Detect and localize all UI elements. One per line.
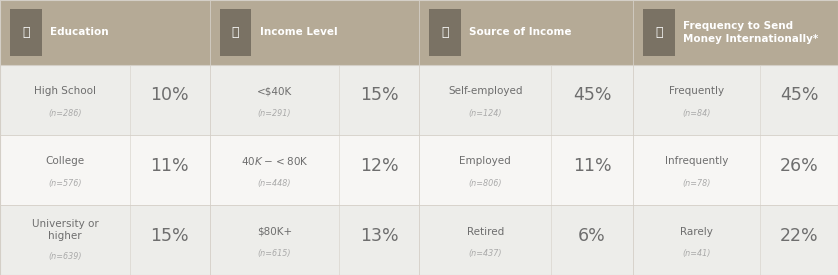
Bar	[0, 205, 838, 275]
Text: (n=84): (n=84)	[682, 109, 711, 118]
Text: 45%: 45%	[779, 86, 818, 104]
Text: University or
higher: University or higher	[32, 219, 98, 241]
Text: (n=124): (n=124)	[468, 109, 502, 118]
Text: $40K-<$80K: $40K-<$80K	[241, 155, 308, 167]
Text: 15%: 15%	[150, 227, 189, 245]
Text: Infrequently: Infrequently	[665, 156, 728, 166]
Text: <$40K: <$40K	[256, 86, 292, 96]
Text: 6%: 6%	[578, 227, 606, 245]
Text: 🌐: 🌐	[655, 26, 662, 39]
Text: College: College	[45, 156, 85, 166]
Text: (n=291): (n=291)	[258, 109, 291, 118]
Text: Rarely: Rarely	[680, 227, 713, 236]
Text: 13%: 13%	[360, 227, 399, 245]
Text: (n=286): (n=286)	[49, 109, 81, 118]
Bar	[220, 9, 251, 56]
Text: Employed: Employed	[459, 156, 511, 166]
Text: Source of Income: Source of Income	[469, 27, 572, 37]
Text: 🪪: 🪪	[442, 26, 448, 39]
Text: High School: High School	[34, 86, 96, 96]
Text: 12%: 12%	[360, 156, 399, 175]
Text: (n=437): (n=437)	[468, 249, 502, 258]
Text: Retired: Retired	[467, 227, 504, 236]
Text: 11%: 11%	[573, 156, 612, 175]
Text: (n=41): (n=41)	[682, 249, 711, 258]
Bar	[429, 9, 461, 56]
Text: Income Level: Income Level	[260, 27, 338, 37]
Text: 💴: 💴	[232, 26, 239, 39]
Bar	[0, 65, 838, 135]
Text: 26%: 26%	[779, 156, 819, 175]
Bar	[0, 0, 210, 65]
Bar	[633, 0, 838, 65]
Text: (n=639): (n=639)	[49, 252, 81, 261]
Bar	[10, 9, 42, 56]
Text: Self-employed: Self-employed	[448, 86, 523, 96]
Text: 15%: 15%	[360, 86, 399, 104]
Text: Frequently: Frequently	[669, 86, 724, 96]
Text: 11%: 11%	[150, 156, 189, 175]
Text: $80K+: $80K+	[257, 227, 292, 236]
Text: (n=576): (n=576)	[49, 179, 81, 188]
Text: 45%: 45%	[573, 86, 612, 104]
Text: Frequency to Send
Money Internationally*: Frequency to Send Money Internationally*	[683, 21, 818, 44]
Text: Education: Education	[50, 27, 109, 37]
Text: (n=448): (n=448)	[258, 179, 291, 188]
Bar	[0, 135, 838, 205]
Text: (n=78): (n=78)	[682, 179, 711, 188]
Bar	[643, 9, 675, 56]
Bar	[419, 0, 633, 65]
Bar	[210, 0, 419, 65]
Text: 10%: 10%	[150, 86, 189, 104]
Text: (n=806): (n=806)	[468, 179, 502, 188]
Text: 22%: 22%	[779, 227, 818, 245]
Text: 🎓: 🎓	[23, 26, 29, 39]
Text: (n=615): (n=615)	[258, 249, 291, 258]
